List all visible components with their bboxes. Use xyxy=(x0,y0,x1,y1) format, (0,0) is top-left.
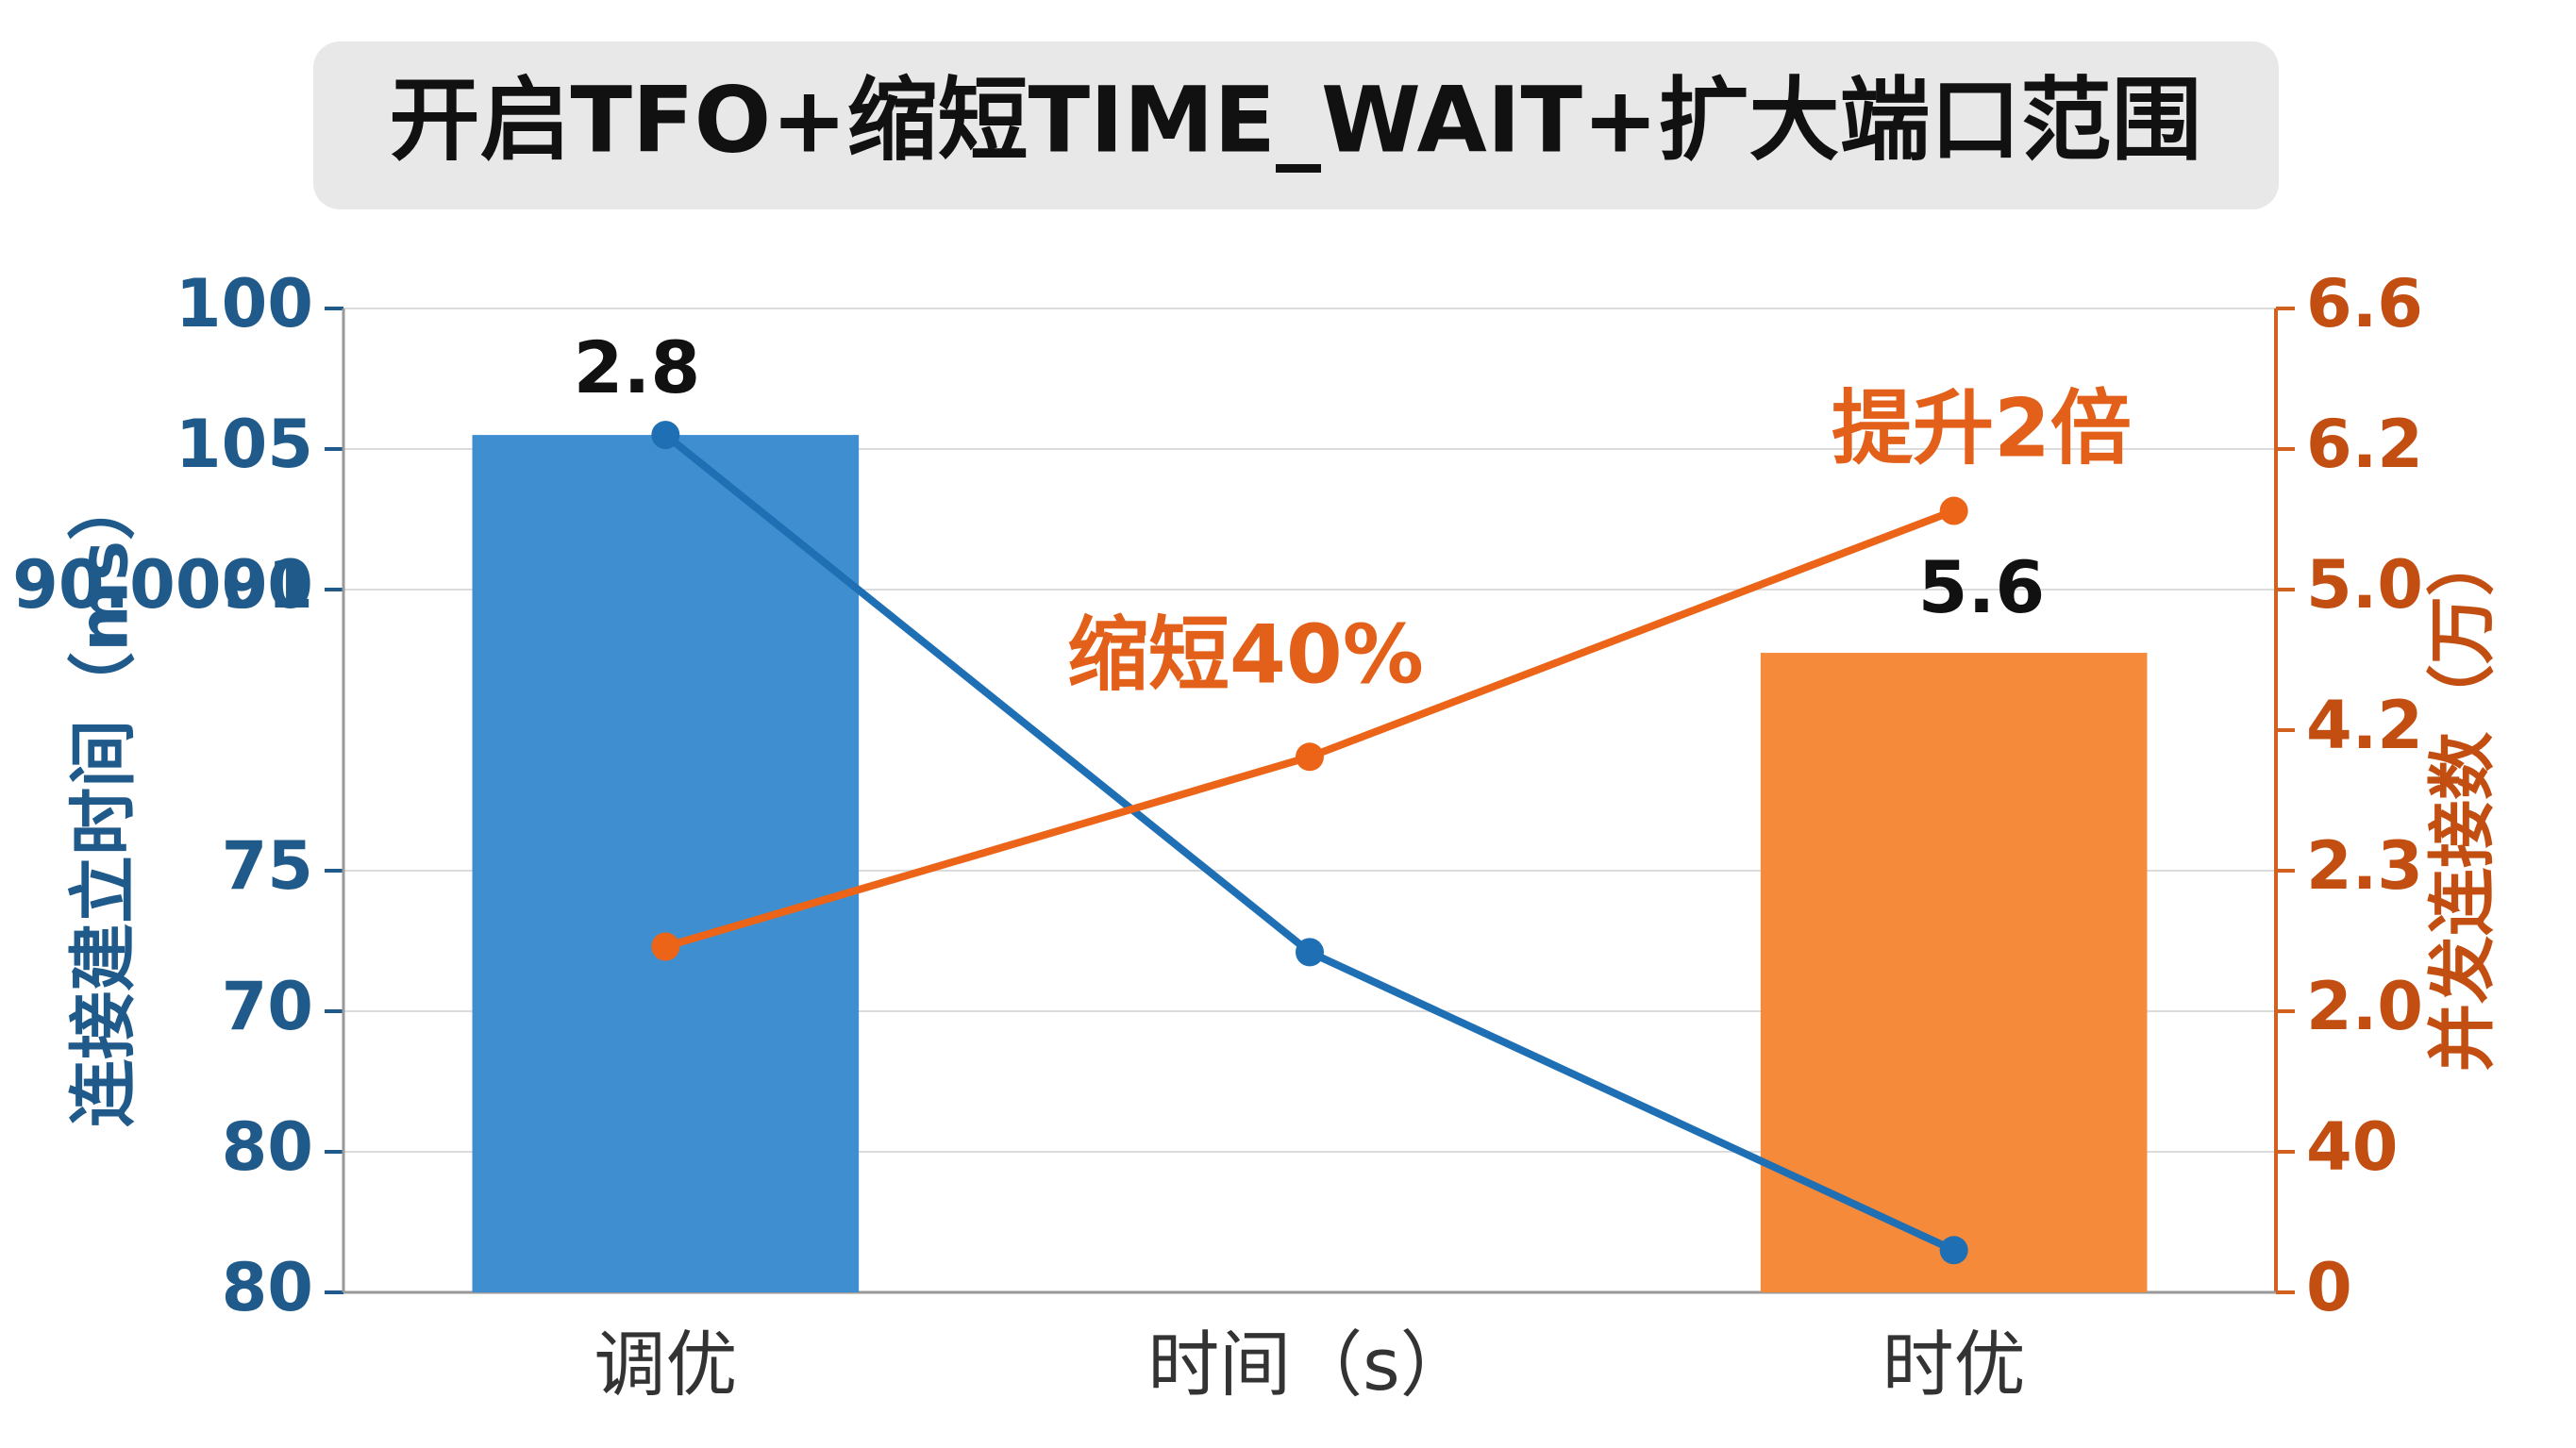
bar xyxy=(1760,653,2148,1292)
annotation: 2.8 xyxy=(574,325,701,409)
x-tick-label: 时间（s） xyxy=(1147,1323,1472,1406)
y-tick-label: 90.0001 xyxy=(12,546,313,624)
annotation: 提升2倍 xyxy=(1832,381,2132,475)
line-point xyxy=(1296,938,1324,967)
line-point xyxy=(651,932,680,961)
y2-axis-title: 并发连接数（万） xyxy=(2423,528,2502,1072)
line-point xyxy=(1939,1236,1968,1265)
y2-tick-label: 2.0 xyxy=(2306,968,2423,1045)
line-point xyxy=(1296,742,1324,772)
title-box xyxy=(313,42,2279,209)
y2-tick-label: 40 xyxy=(2306,1108,2398,1186)
y-tick-label: 80 xyxy=(222,1108,313,1186)
y-tick-label: 100 xyxy=(176,265,313,342)
line-point xyxy=(1939,496,1968,525)
y-tick-label: 75 xyxy=(222,827,313,905)
annotation: 5.6 xyxy=(1918,545,2046,629)
y2-tick-label: 4.2 xyxy=(2306,687,2423,764)
line-point xyxy=(651,421,680,450)
y2-tick-label: 2.3 xyxy=(2306,827,2423,905)
y-tick-label: 70 xyxy=(222,968,313,1045)
y-axis-title: 连接建立时间（ms） xyxy=(64,473,143,1127)
y2-tick-label: 6.6 xyxy=(2306,265,2423,342)
y2-tick-label: 0 xyxy=(2306,1249,2352,1326)
y-tick-label: 90 xyxy=(222,546,313,624)
chart-title: 开启TFO+缩短TIME_WAIT+扩大端口范围 xyxy=(390,67,2202,173)
y-tick-label: 80 xyxy=(222,1249,313,1326)
y2-tick-label: 6.2 xyxy=(2306,406,2423,483)
y-tick-label: 105 xyxy=(176,406,313,483)
annotation: 缩短40% xyxy=(1067,607,1424,702)
y2-tick-label: 5.0 xyxy=(2306,546,2423,624)
x-tick-label: 调优 xyxy=(594,1323,737,1406)
x-tick-label: 时优 xyxy=(1882,1323,2026,1406)
bar xyxy=(472,435,860,1293)
